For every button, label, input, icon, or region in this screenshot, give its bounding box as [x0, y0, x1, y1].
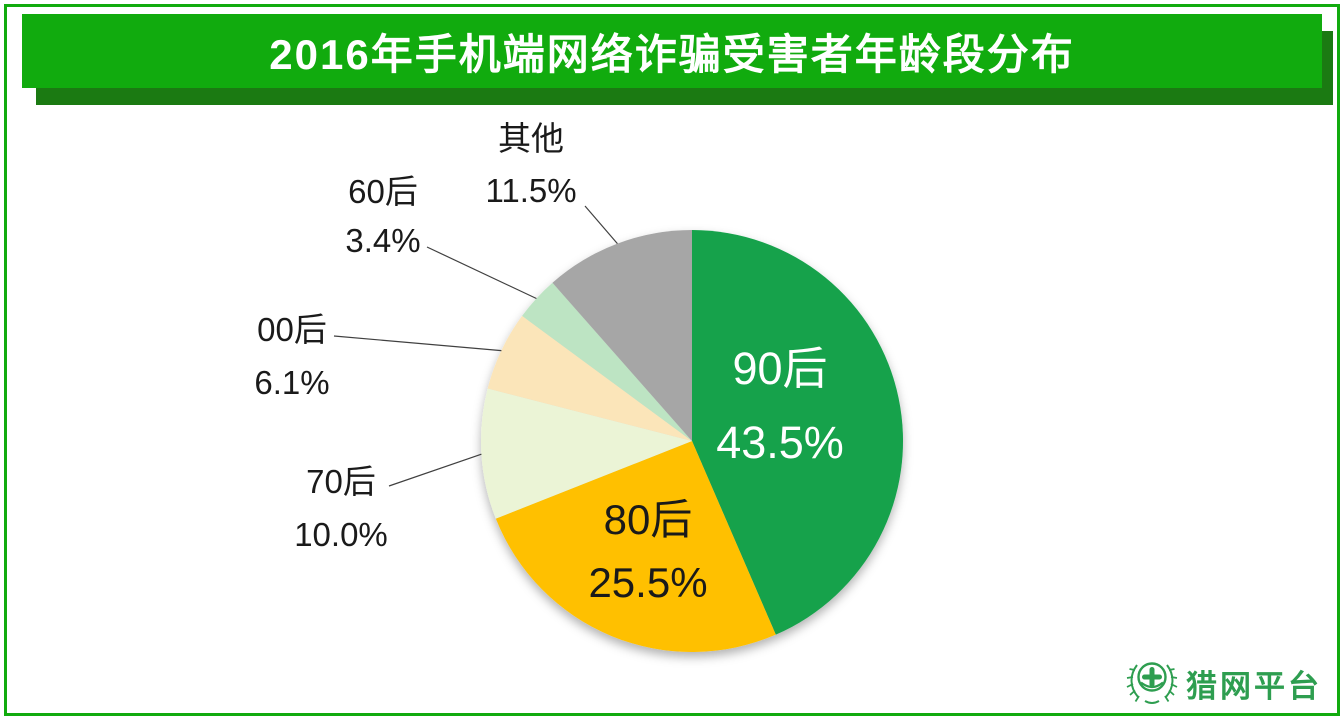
slice-label-60后: 60后: [348, 173, 418, 210]
leader-line-60后: [426, 246, 537, 300]
slice-value-其他: 11.5%: [485, 172, 576, 209]
slice-label-其他: 其他: [498, 120, 564, 157]
slice-value-70后: 10.0%: [294, 516, 388, 553]
pie-slice-60后: [522, 282, 692, 441]
pie-slice-90后: [692, 230, 904, 635]
page-title: 2016年手机端网络诈骗受害者年龄段分布: [269, 30, 1075, 78]
pie-slice-70后: [481, 388, 692, 519]
pie-slices: [481, 230, 904, 653]
slice-value-80后: 25.5%: [588, 559, 707, 606]
slice-label-80后: 80后: [604, 496, 693, 543]
slice-label-90后: 90后: [732, 343, 827, 394]
leader-line-其他: [584, 205, 618, 244]
brand-name: 猎网平台: [1186, 668, 1322, 704]
slice-label-70后: 70后: [306, 463, 376, 500]
pie-slice-00后: [487, 315, 692, 441]
wreath-cross-icon: [1126, 662, 1178, 704]
pie-slice-80后: [495, 441, 776, 653]
pie-slice-其他: [552, 230, 692, 441]
brand-logo: 猎网平台: [1126, 656, 1322, 710]
leader-line-00后: [333, 335, 502, 352]
leader-line-70后: [388, 453, 482, 487]
slice-value-90后: 43.5%: [716, 417, 844, 468]
header-banner: 2016年手机端网络诈骗受害者年龄段分布: [22, 14, 1322, 88]
pie-labels: 90后 43.5% 80后 25.5% 70后 10.0% 00后 6.1% 60后 3.4% 其他…: [254, 120, 843, 606]
slice-value-60后: 3.4%: [345, 222, 420, 259]
slice-value-00后: 6.1%: [254, 364, 329, 401]
slice-label-00后: 00后: [257, 311, 327, 348]
